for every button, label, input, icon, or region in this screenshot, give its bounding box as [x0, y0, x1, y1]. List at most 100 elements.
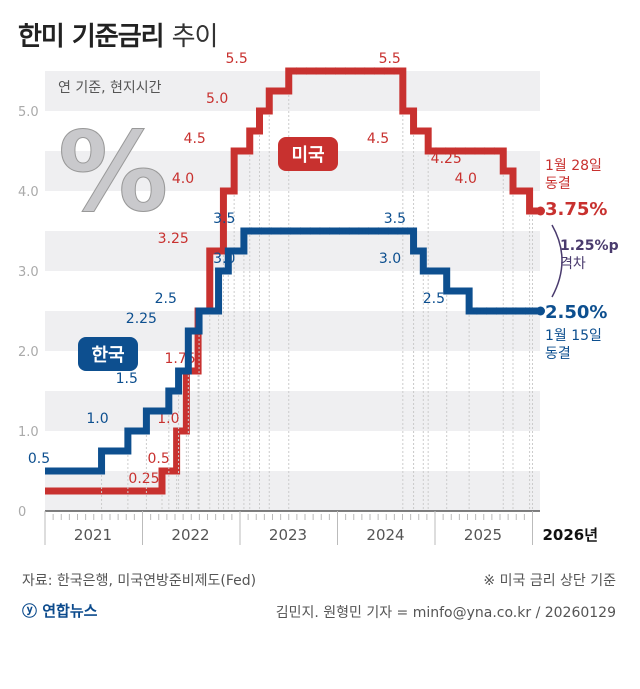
us-callout-label: 미국 [291, 145, 324, 166]
korea-meeting-dot [502, 307, 510, 315]
us-status: 동결 [545, 176, 571, 192]
korea-meeting-dot [326, 227, 334, 235]
us-date: 1월 28일 [545, 158, 602, 174]
x-tick-label: 2022 [171, 526, 209, 544]
korea-meeting-dot [277, 227, 285, 235]
chart-title: 한미 기준금리 추이 [18, 16, 219, 53]
korea-value-label: 3.5 [384, 211, 406, 227]
us-value-label: 4.25 [431, 151, 462, 167]
us-meeting-dot [302, 67, 310, 75]
x-tick-label: 2025 [464, 526, 502, 544]
korea-callout-label: 한국 [91, 345, 124, 366]
korea-value-label: 2.25 [126, 311, 157, 327]
korea-meeting-dot [306, 227, 314, 235]
korea-meeting-dot [345, 227, 353, 235]
x-tick-label: 2026년 [543, 526, 599, 544]
us-meeting-dot [442, 147, 450, 155]
korea-value-label: 1.5 [116, 371, 138, 387]
korea-callout-box [78, 337, 138, 371]
us-meeting-dot [451, 147, 460, 155]
korea-meeting-dot [522, 307, 530, 315]
us-meeting-dot [341, 67, 349, 75]
us-meeting-dot [312, 67, 320, 75]
logo-text: 연합뉴스 [42, 602, 98, 620]
korea-meeting-dot [287, 227, 295, 235]
us-value-label: 4.5 [184, 131, 206, 147]
y-tick-label: 3.0 [18, 265, 39, 280]
us-meeting-dot [471, 147, 479, 155]
x-tick-label: 2024 [366, 526, 404, 544]
us-rate-note: ※ 미국 금리 상단 기준 [483, 573, 616, 589]
korea-meeting-dot [473, 307, 481, 315]
percent-graphic: % [58, 108, 168, 236]
y-tick-label: 1.0 [18, 425, 39, 440]
us-meeting-dot [380, 67, 388, 75]
us-latest-value: 3.75% [545, 199, 607, 220]
source-note: 자료: 한국은행, 미국연방준비제도(Fed) [22, 573, 257, 589]
gap-value: 1.25%p [560, 238, 619, 254]
us-meeting-dot [331, 67, 340, 75]
y-tick-label: 4.0 [18, 185, 39, 200]
us-meeting-dot [361, 67, 369, 75]
korea-meeting-dot [404, 227, 412, 235]
title-main: 한미 기준금리 [18, 22, 165, 52]
us-meeting-dot [490, 147, 499, 155]
us-value-label: 4.0 [172, 171, 194, 187]
us-meeting-dot [461, 147, 469, 155]
gap-bracket [551, 224, 563, 298]
x-tick-label: 2021 [74, 526, 112, 544]
us-meeting-dot [432, 147, 440, 155]
korea-value-label: 2.5 [423, 291, 445, 307]
us-meeting-dot [351, 67, 359, 75]
korea-value-label: 3.0 [379, 251, 401, 267]
us-value-label: 0.25 [128, 471, 159, 487]
grid-band [45, 231, 540, 271]
us-value-label: 0.5 [147, 451, 169, 467]
y-tick-label: 5.0 [18, 105, 39, 120]
us-value-label: 5.0 [206, 91, 228, 107]
korea-value-label: 3.5 [213, 211, 235, 227]
korea-date: 1월 15일 [545, 328, 602, 344]
yonhap-logo: ⓨ 연합뉴스 [22, 602, 98, 620]
korea-meeting-dot [335, 227, 344, 235]
grid-band [45, 391, 540, 431]
us-value-label: 4.5 [367, 131, 389, 147]
korea-meeting-dot [257, 227, 266, 235]
korea-value-label: 0.5 [28, 451, 50, 467]
korea-meeting-dot [394, 227, 402, 235]
us-meeting-dot [390, 67, 398, 75]
korea-latest-value: 2.50% [545, 302, 607, 323]
us-meeting-dot [481, 147, 489, 155]
korea-meeting-dot [384, 227, 392, 235]
us-callout-box [278, 137, 338, 171]
credit: 김민지. 원형민 기자 = minfo@yna.co.kr / 20260129 [275, 605, 616, 621]
us-value-label: 5.5 [379, 51, 401, 67]
grid-band [45, 71, 540, 111]
korea-meeting-dot [365, 227, 373, 235]
korea-meeting-dot [492, 307, 501, 315]
korea-meeting-dot [248, 227, 256, 235]
korea-meeting-dot [316, 227, 324, 235]
title-sub: 추이 [171, 22, 219, 52]
gap-label: 격차 [560, 256, 586, 272]
korea-rate-line [45, 227, 541, 475]
us-meeting-dot [370, 67, 379, 75]
us-value-label: 4.0 [455, 171, 477, 187]
us-value-label: 3.25 [158, 231, 189, 247]
y-tick-label: 0 [18, 505, 26, 520]
korea-meeting-dot [483, 307, 491, 315]
korea-meeting-dot [512, 307, 520, 315]
us-meeting-dot [322, 67, 330, 75]
korea-meeting-dot [267, 227, 275, 235]
us-meeting-dot [292, 67, 301, 75]
us-value-label: 5.5 [225, 51, 247, 67]
korea-meeting-dot [296, 227, 305, 235]
x-tick-label: 2023 [269, 526, 307, 544]
korea-status: 동결 [545, 346, 571, 362]
y-tick-label: 2.0 [18, 345, 39, 360]
korea-value-label: 1.0 [86, 411, 108, 427]
note-label: 연 기준, 현지시간 [58, 80, 162, 96]
us-latest-dot [536, 206, 545, 216]
korea-value-label: 3.0 [213, 251, 235, 267]
